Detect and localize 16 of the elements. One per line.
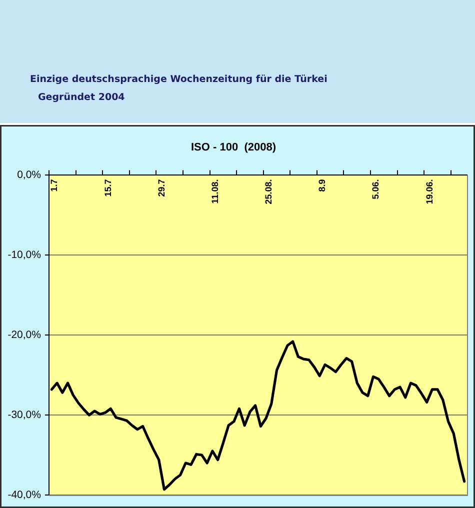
text: Einzige deutschsprachige Wochenzeitung für die Türkei — [30, 74, 328, 86]
x-tick-label: 11.08. — [210, 179, 220, 204]
y-tick-label: 0,0% — [17, 169, 41, 182]
x-tick-label: 8.9 — [317, 179, 328, 192]
y-tick-label: -10,0% — [8, 249, 41, 262]
text: Gegründet 2004 — [38, 92, 125, 104]
x-tick-label: 29.7 — [156, 179, 166, 197]
y-tick-label: -20,0% — [8, 328, 41, 341]
y-tick-label: -30,0% — [8, 408, 41, 421]
x-tick-label: 15.7 — [102, 179, 113, 197]
x-tick-label: 5.06. — [370, 179, 381, 200]
x-tick-label: 25.08. — [264, 179, 274, 204]
x-tick-label: 19.06. — [424, 179, 434, 204]
chart-title: ISO - 100 (2008) — [191, 142, 276, 154]
y-tick-label: -40,0% — [8, 488, 41, 501]
x-tick-label: 1.7 — [49, 179, 60, 192]
